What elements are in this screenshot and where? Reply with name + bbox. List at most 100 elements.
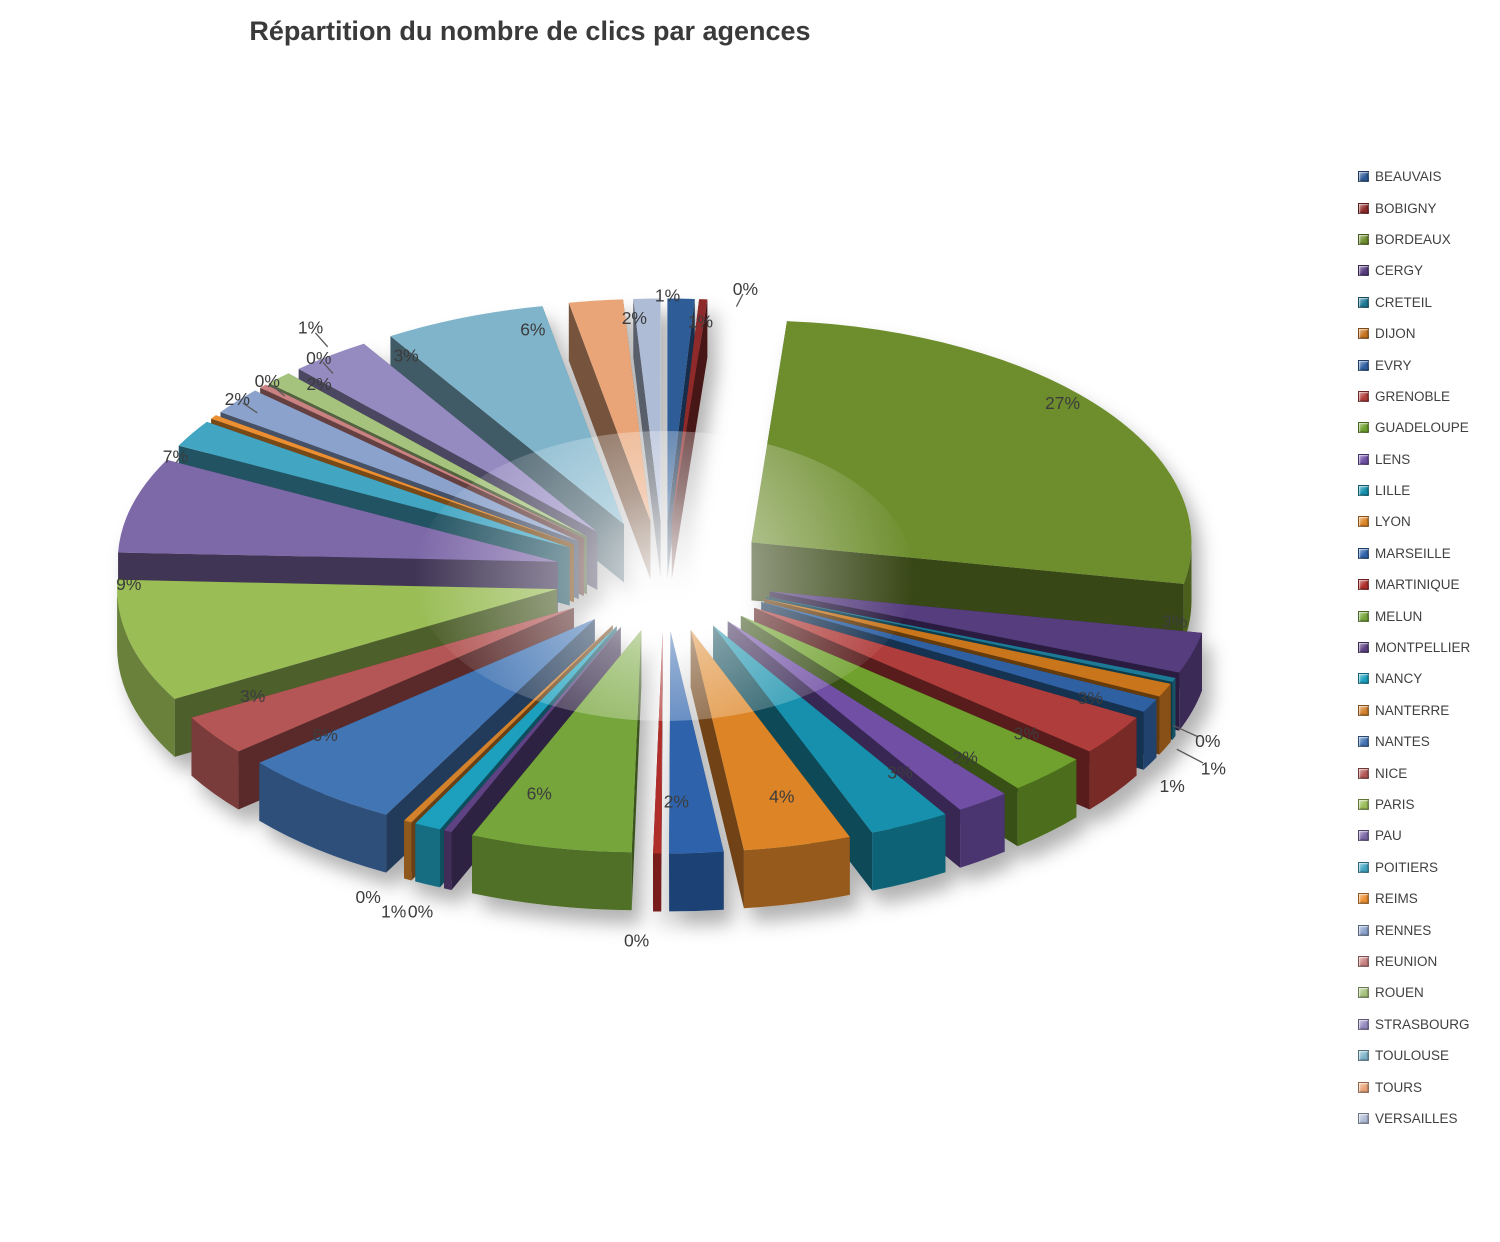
legend-label: REIMS	[1375, 891, 1418, 907]
legend-swatch	[1358, 547, 1369, 559]
slice-percent-label: 3%	[1162, 612, 1187, 632]
legend-swatch	[1358, 390, 1369, 402]
legend-label: PAU	[1375, 828, 1402, 844]
legend-swatch	[1358, 202, 1369, 214]
label-leader-line	[271, 384, 286, 397]
legend-label: GUADELOUPE	[1375, 420, 1469, 436]
legend-swatch	[1358, 893, 1369, 905]
slice-percent-label: 2%	[953, 747, 978, 767]
legend-item: DIJON	[1358, 318, 1498, 349]
legend-item: NANTERRE	[1358, 695, 1498, 726]
slice-percent-label: 0%	[356, 887, 381, 907]
legend-swatch	[1358, 642, 1369, 654]
legend-swatch	[1358, 924, 1369, 936]
legend-item: TOULOUSE	[1358, 1040, 1498, 1071]
slice-rim-wall	[1179, 632, 1202, 731]
slice-rim-wall	[653, 853, 662, 912]
legend-label: LILLE	[1375, 483, 1411, 499]
slice-rim-wall	[1143, 699, 1157, 770]
slice-rim-wall	[1183, 542, 1192, 642]
slice-percent-label: 0%	[255, 371, 280, 391]
label-leader-line	[322, 361, 334, 374]
legend-item: NANTES	[1358, 726, 1498, 757]
legend-swatch	[1358, 485, 1369, 497]
legend-item: POITIERS	[1358, 852, 1498, 883]
legend-item: NICE	[1358, 757, 1498, 788]
legend-label: MONTPELLIER	[1375, 640, 1471, 656]
slice-percent-label: 1%	[298, 317, 323, 337]
slice-percent-label: 2%	[664, 791, 689, 811]
legend-swatch	[1358, 1050, 1369, 1062]
legend-swatch	[1358, 1081, 1369, 1093]
legend-label: STRASBOURG	[1375, 1016, 1470, 1032]
legend-item: CERGY	[1358, 255, 1498, 286]
legend-swatch	[1358, 265, 1369, 277]
legend-item: REUNION	[1358, 946, 1498, 977]
legend-label: NANTERRE	[1375, 702, 1450, 718]
slice-percent-label: 3%	[393, 346, 418, 366]
slice-rim-wall	[1089, 717, 1137, 810]
slice-percent-label: 0%	[1195, 731, 1220, 751]
legend-swatch	[1358, 799, 1369, 810]
legend-swatch	[1358, 767, 1369, 779]
slice-percent-label: 1%	[381, 902, 406, 922]
legend-item: LILLE	[1358, 475, 1498, 506]
legend-item: MARTINIQUE	[1358, 569, 1498, 600]
legend-label: DIJON	[1375, 326, 1416, 342]
slice-rim-wall	[1172, 677, 1176, 740]
legend-item: EVRY	[1358, 349, 1498, 380]
legend-label: CERGY	[1375, 263, 1424, 279]
slice-percent-label: 1%	[1159, 776, 1184, 796]
legend-item: NANCY	[1358, 663, 1498, 694]
legend-swatch	[1358, 328, 1369, 340]
slice-rim-wall	[444, 830, 452, 890]
legend-label: REUNION	[1375, 953, 1438, 969]
slice-rim-wall	[191, 717, 239, 810]
slice-percent-label: 9%	[116, 574, 141, 594]
slice-percent-label: 6%	[313, 725, 338, 745]
legend-swatch	[1358, 579, 1369, 591]
legend-swatch	[1358, 453, 1369, 465]
slice-percent-label: 4%	[769, 786, 794, 806]
legend-swatch	[1358, 830, 1369, 842]
legend-item: VERSAILLES	[1358, 1103, 1498, 1134]
legend-item: BOBIGNY	[1358, 192, 1498, 223]
legend-swatch	[1358, 516, 1369, 528]
legend-label: TOURS	[1375, 1079, 1423, 1095]
legend-label: MARTINIQUE	[1375, 577, 1460, 593]
legend-label: BORDEAUX	[1375, 231, 1451, 247]
slice-percent-label: 3%	[887, 762, 912, 782]
legend-item: MARSEILLE	[1358, 538, 1498, 569]
slice-percent-label: 1%	[655, 285, 680, 305]
legend-label: POITIERS	[1375, 859, 1439, 875]
slice-rim-wall	[1017, 759, 1077, 847]
legend-item: MONTPELLIER	[1358, 632, 1498, 663]
legend-label: TOULOUSE	[1375, 1048, 1450, 1064]
legend-label: RENNES	[1375, 922, 1432, 938]
slice-percent-label: 1%	[1201, 758, 1226, 778]
slice-percent-label: 3%	[240, 686, 265, 706]
legend-swatch	[1358, 673, 1369, 685]
slice-rim-wall	[872, 814, 946, 891]
legend-swatch	[1358, 736, 1369, 748]
slice-rim-wall	[117, 589, 175, 757]
legend-swatch	[1358, 1112, 1369, 1124]
legend-label: LYON	[1375, 514, 1411, 530]
legend-swatch	[1358, 296, 1369, 308]
legend-item: PARIS	[1358, 789, 1498, 820]
legend-swatch	[1358, 422, 1369, 434]
slice-percent-label: 6%	[520, 319, 545, 339]
legend-item: BORDEAUX	[1358, 224, 1498, 255]
slice-rim-wall	[472, 835, 632, 911]
legend-item: STRASBOURG	[1358, 1009, 1498, 1040]
slice-rim-wall	[669, 851, 724, 912]
slice-percent-label: 3%	[1078, 688, 1103, 708]
slice-percent-label: 3%	[1014, 723, 1039, 743]
legend-label: PARIS	[1375, 797, 1415, 812]
label-leader-line	[242, 402, 258, 414]
slice-percent-label: 2%	[622, 308, 647, 328]
legend-item: ROUEN	[1358, 977, 1498, 1008]
slice-rim-wall	[415, 823, 441, 888]
